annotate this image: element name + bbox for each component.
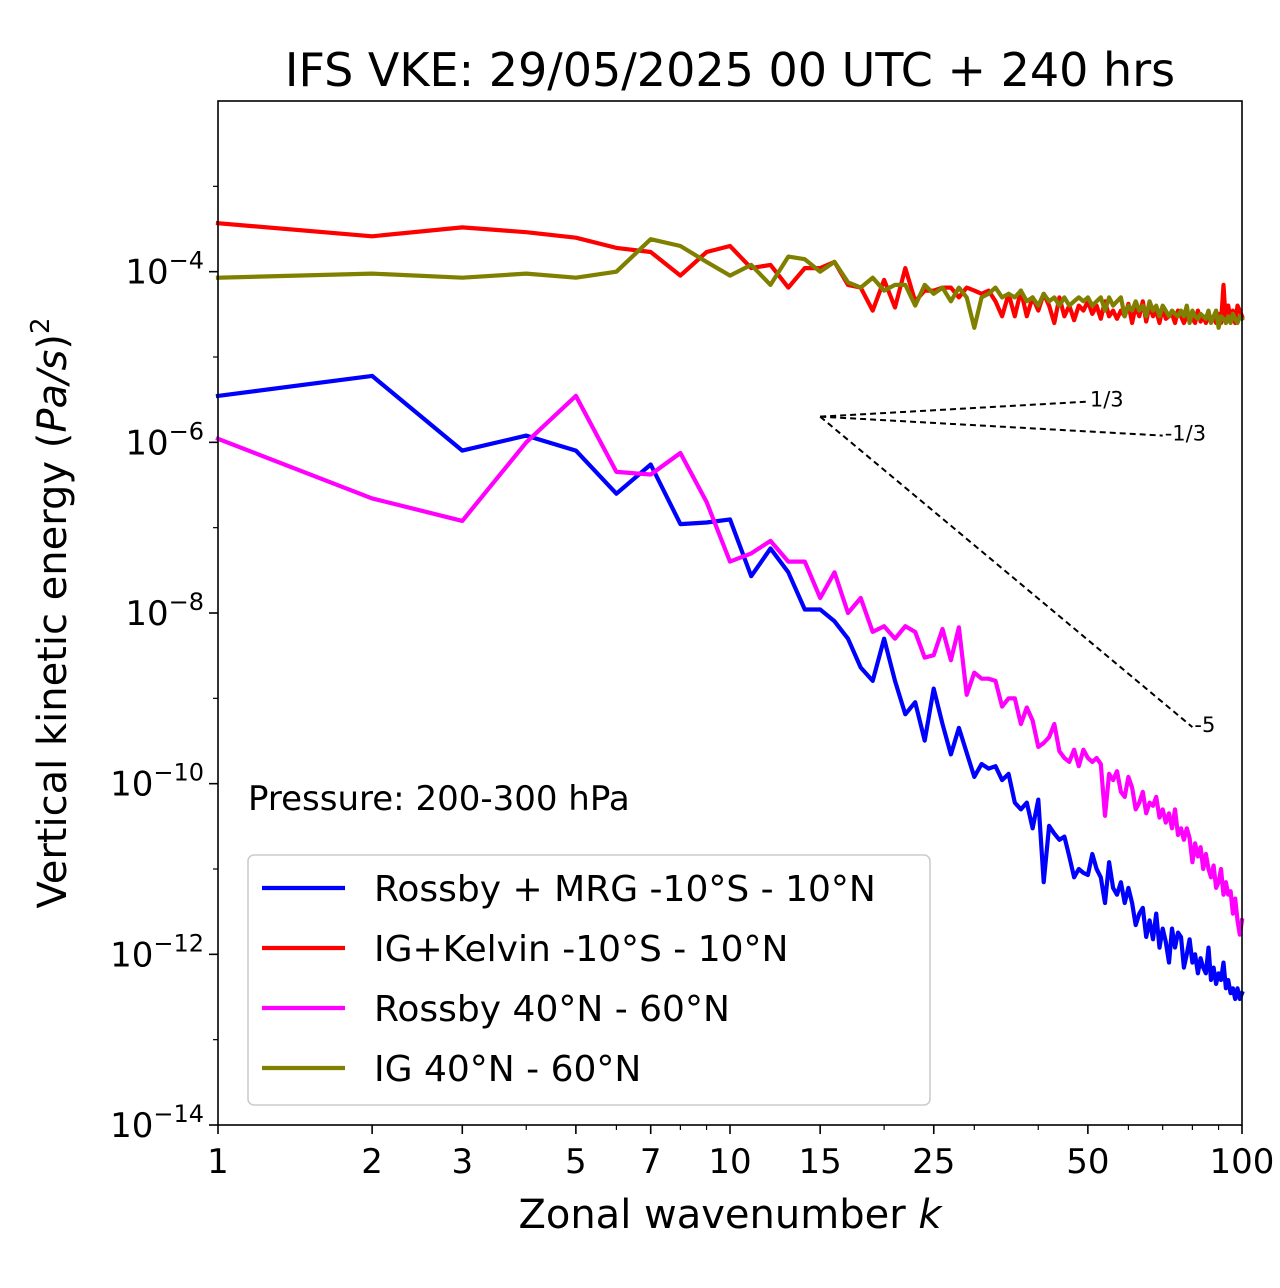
x-axis: 1 2 3 5 7 10 15 25 50 100: [207, 1125, 1274, 1182]
y-tick-label: 10−14: [110, 1100, 204, 1146]
y-tick-label: 10−12: [110, 929, 204, 975]
legend-label-2: IG+Kelvin -10°S - 10°N: [374, 929, 788, 970]
slope-label-3: -5: [1194, 713, 1215, 737]
y-tick-label: 10−8: [125, 588, 204, 634]
legend-label-1: Rossby + MRG -10°S - 10°N: [374, 869, 876, 910]
x-tick-label-1: 1: [207, 1142, 229, 1182]
x-axis-label: Zonal wavenumber k: [518, 1192, 943, 1238]
series-line-3: [215, 393, 1245, 937]
reference-slopes: 1/3 -1/3 -5: [819, 388, 1215, 737]
y-tick-label: 10−6: [125, 417, 204, 463]
pressure-annotation: Pressure: 200-300 hPa: [248, 779, 630, 819]
series-lines: [215, 220, 1245, 1002]
x-tick-label-3: 3: [451, 1142, 473, 1182]
y-axis-label: Vertical kinetic energy (Pa/s)2: [26, 318, 76, 909]
series-line-1: [215, 373, 1245, 1002]
x-tick-label-100: 100: [1210, 1142, 1275, 1182]
x-tick-label-25: 25: [912, 1142, 955, 1182]
x-tick-label-15: 15: [799, 1142, 842, 1182]
y-tick-label: 10−10: [110, 759, 204, 805]
plot-area: 1/3 -1/3 -5: [215, 100, 1245, 1126]
y-axis: 10−14 10−12 10−10 10−8 10−6 10−4: [110, 185, 218, 1146]
legend: Rossby + MRG -10°S - 10°N IG+Kelvin -10°S…: [247, 854, 931, 1106]
y-tick-label: 10−4: [125, 247, 204, 293]
slope-label-2: -1/3: [1165, 422, 1206, 446]
slope-label-1: 1/3: [1090, 388, 1124, 412]
slope-line-2: [820, 415, 1163, 437]
slope-line-3: [819, 415, 1194, 728]
slope-line-1: [820, 400, 1088, 418]
x-tick-label-5: 5: [565, 1142, 587, 1182]
series-line-4: [215, 237, 1245, 330]
x-tick-label-2: 2: [361, 1142, 383, 1182]
legend-label-4: IG 40°N - 60°N: [374, 1049, 641, 1090]
legend-box: [247, 854, 931, 1106]
x-tick-label-10: 10: [708, 1142, 751, 1182]
legend-items: Rossby + MRG -10°S - 10°N IG+Kelvin -10°S…: [262, 869, 876, 1090]
x-tick-label-7: 7: [640, 1142, 662, 1182]
legend-label-3: Rossby 40°N - 60°N: [374, 989, 730, 1030]
x-tick-label-50: 50: [1066, 1142, 1109, 1182]
chart-title: IFS VKE: 29/05/2025 00 UTC + 240 hrs: [285, 43, 1175, 97]
